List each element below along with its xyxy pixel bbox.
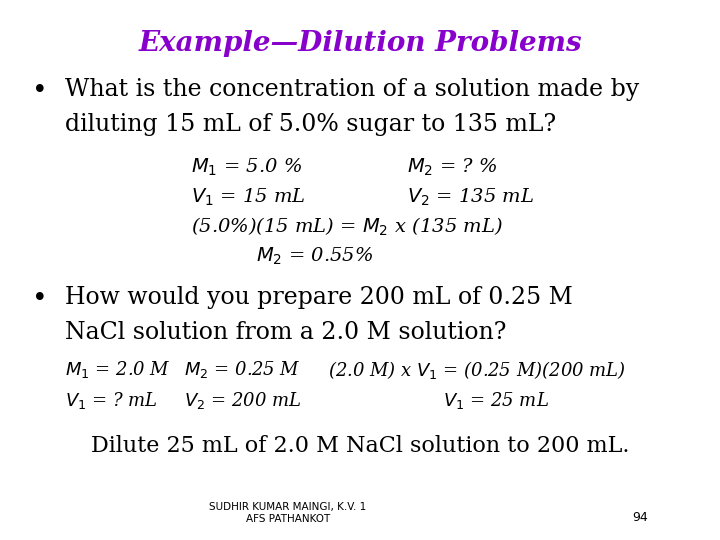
Text: $M_2$ = 0.25 M: $M_2$ = 0.25 M xyxy=(184,359,300,380)
Text: $M_1$ = 5.0 %: $M_1$ = 5.0 % xyxy=(191,157,302,178)
Text: $M_1$ = 2.0 M: $M_1$ = 2.0 M xyxy=(65,359,171,380)
Text: NaCl solution from a 2.0 M solution?: NaCl solution from a 2.0 M solution? xyxy=(65,321,506,345)
Text: $M_2$ = ? %: $M_2$ = ? % xyxy=(407,157,498,178)
Text: $V_1$ = 15 mL: $V_1$ = 15 mL xyxy=(191,186,305,207)
Text: (2.0 M) x $V_1$ = (0.25 M)(200 mL): (2.0 M) x $V_1$ = (0.25 M)(200 mL) xyxy=(328,359,626,381)
Text: $V_1$ = 25 mL: $V_1$ = 25 mL xyxy=(443,390,549,411)
Text: SUDHIR KUMAR MAINGI, K.V. 1
AFS PATHANKOT: SUDHIR KUMAR MAINGI, K.V. 1 AFS PATHANKO… xyxy=(210,502,366,524)
Text: 94: 94 xyxy=(632,511,648,524)
Text: diluting 15 mL of 5.0% sugar to 135 mL?: diluting 15 mL of 5.0% sugar to 135 mL? xyxy=(65,113,556,137)
Text: $V_2$ = 135 mL: $V_2$ = 135 mL xyxy=(407,186,534,207)
Text: Example—Dilution Problems: Example—Dilution Problems xyxy=(138,30,582,57)
Text: How would you prepare 200 mL of 0.25 M: How would you prepare 200 mL of 0.25 M xyxy=(65,286,572,309)
Text: •: • xyxy=(32,78,48,103)
Text: $M_2$ = 0.55%: $M_2$ = 0.55% xyxy=(256,246,373,267)
Text: $V_1$ = ? mL: $V_1$ = ? mL xyxy=(65,390,158,411)
Text: $V_2$ = 200 mL: $V_2$ = 200 mL xyxy=(184,390,301,411)
Text: (5.0%)(15 mL) = $M_2$ x (135 mL): (5.0%)(15 mL) = $M_2$ x (135 mL) xyxy=(191,216,503,238)
Text: What is the concentration of a solution made by: What is the concentration of a solution … xyxy=(65,78,639,102)
Text: Dilute 25 mL of 2.0 M NaCl solution to 200 mL.: Dilute 25 mL of 2.0 M NaCl solution to 2… xyxy=(91,435,629,457)
Text: •: • xyxy=(32,286,48,311)
